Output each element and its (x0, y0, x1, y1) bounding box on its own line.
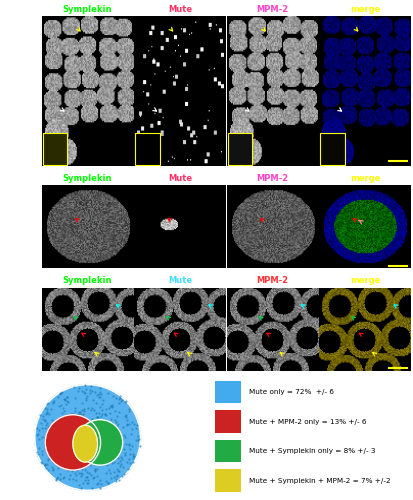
Text: Embryo: Embryo (18, 86, 24, 110)
Text: Mute + Symplekin + MPM-2 = 7% +/-2: Mute + Symplekin + MPM-2 = 7% +/-2 (249, 478, 390, 484)
Text: Mute only = 72%  +/- 6: Mute only = 72% +/- 6 (249, 389, 333, 395)
Text: C: C (6, 276, 15, 288)
Ellipse shape (73, 425, 97, 462)
Circle shape (35, 384, 140, 490)
Text: Mute + Symplekin only = 8% +/- 3: Mute + Symplekin only = 8% +/- 3 (249, 448, 375, 454)
Text: merge: merge (349, 276, 379, 285)
Text: merge: merge (349, 4, 379, 14)
Text: merge: merge (349, 174, 379, 182)
Bar (215, 470, 241, 492)
Text: Symplekin: Symplekin (62, 276, 112, 285)
Text: Follicle Cell - Stg.8: Follicle Cell - Stg.8 (18, 302, 24, 360)
Text: Salivary Gland: Salivary Gland (18, 205, 24, 251)
Bar (43, 133, 67, 164)
Text: A: A (6, 6, 16, 19)
Text: B: B (6, 173, 15, 186)
Text: MPM-2: MPM-2 (256, 276, 288, 285)
Text: Mute: Mute (168, 4, 192, 14)
Text: Symplekin: Symplekin (62, 174, 112, 182)
Bar (320, 133, 344, 164)
Text: Symplekin: Symplekin (62, 4, 112, 14)
Bar (135, 133, 159, 164)
Text: Mute + MPM-2 only = 13% +/- 6: Mute + MPM-2 only = 13% +/- 6 (249, 418, 366, 424)
Text: Mute: Mute (168, 276, 192, 285)
Circle shape (77, 420, 122, 465)
Circle shape (45, 414, 100, 470)
Text: Mute: Mute (168, 174, 192, 182)
Bar (227, 133, 252, 164)
Bar (215, 410, 241, 432)
Bar (215, 440, 241, 462)
Bar (215, 381, 241, 403)
Text: MPM-2: MPM-2 (256, 174, 288, 182)
Text: MPM-2: MPM-2 (256, 4, 288, 14)
